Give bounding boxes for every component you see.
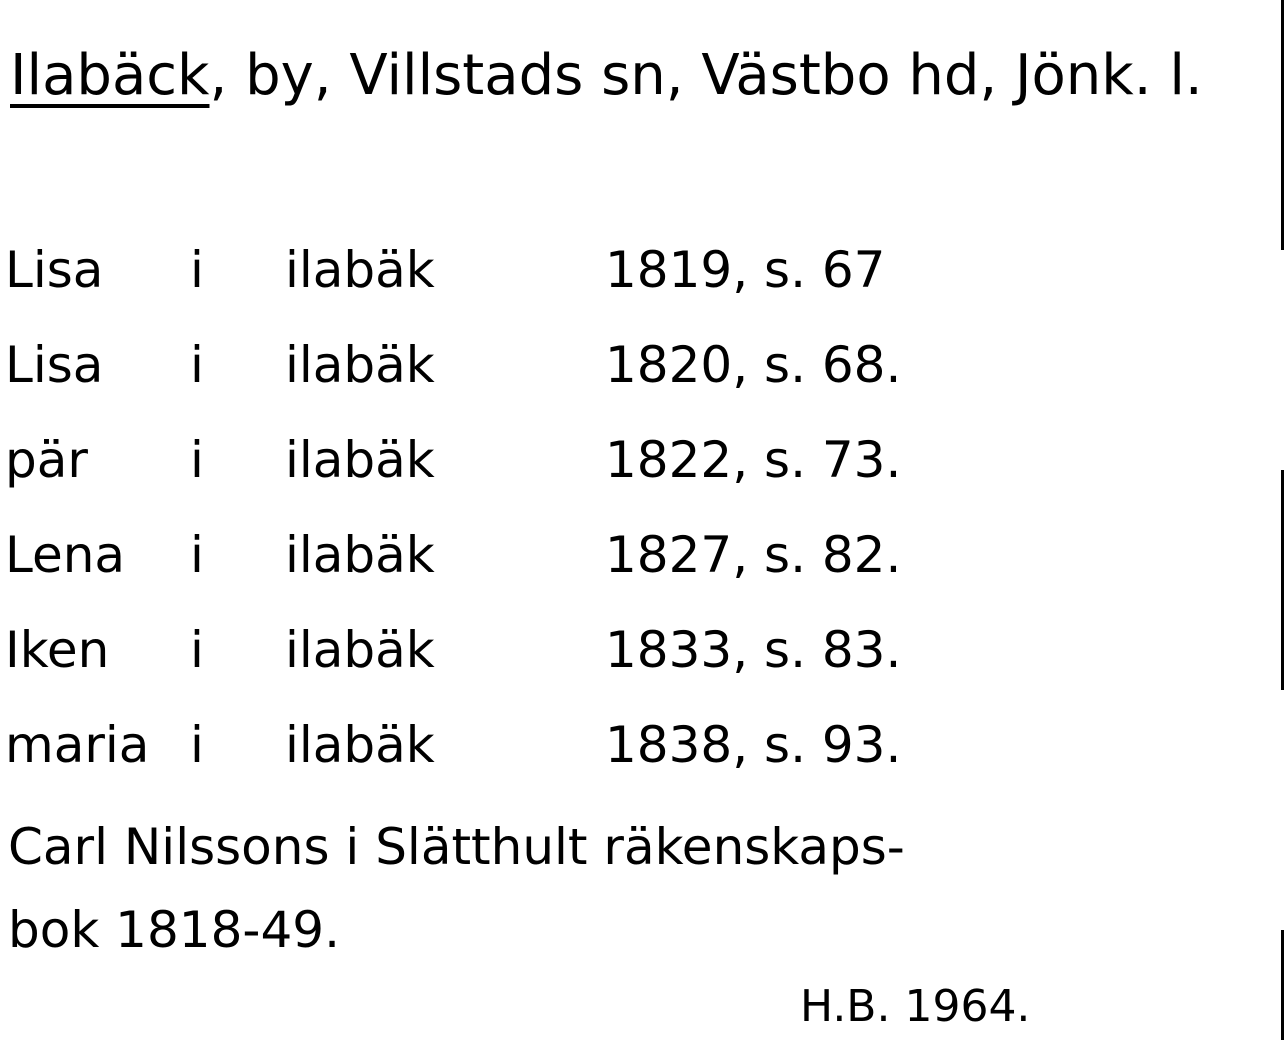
entry-ref: 1820, s. 68. [605,336,902,394]
place-description: , by, Villstads sn, Västbo hd, Jönk. l. [209,43,1203,108]
entry-ref: 1833, s. 83. [605,621,902,679]
entry-ref: 1822, s. 73. [605,431,902,489]
entry-place: ilabäk [285,336,435,394]
entry-place: ilabäk [285,621,435,679]
entry-ref: 1827, s. 82. [605,526,902,584]
entry-name: Lisa [5,336,104,394]
entry-ref: 1819, s. 67 [605,241,886,299]
entry-name: Lisa [5,241,104,299]
entry-place: ilabäk [285,526,435,584]
entry-i: i [190,621,204,679]
entry-place: ilabäk [285,716,435,774]
entry-i: i [190,241,204,299]
entry-name: pär [5,431,88,489]
entry-name: maria [5,716,150,774]
source-line: Carl Nilssons i Slätthult räkenskaps- [8,818,905,876]
card-edge [1281,470,1284,690]
signature: H.B. 1964. [800,981,1031,1032]
entry-ref: 1838, s. 93. [605,716,902,774]
entry-i: i [190,526,204,584]
card-edge [1281,0,1284,250]
card-edge [1281,930,1284,1040]
entry-i: i [190,431,204,489]
entry-i: i [190,336,204,394]
source-line: bok 1818-49. [8,901,340,959]
entry-place: ilabäk [285,431,435,489]
place-name: Ilabäck [10,43,210,108]
card-title: Ilabäck, by, Villstads sn, Västbo hd, Jö… [10,48,1203,104]
entry-name: Lena [5,526,126,584]
entry-i: i [190,716,204,774]
entry-place: ilabäk [285,241,435,299]
entry-name: Iken [5,621,110,679]
